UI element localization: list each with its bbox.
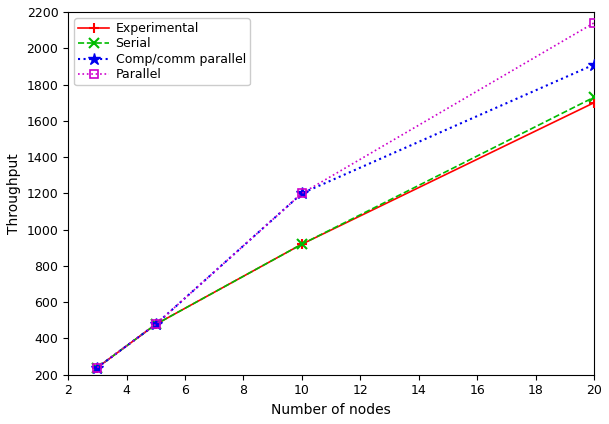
Line: Serial: Serial — [93, 92, 599, 372]
Parallel — [94, 365, 101, 370]
Y-axis label: Throughput: Throughput — [7, 153, 21, 234]
Serial — [591, 95, 598, 100]
Comp/comm parallel — [94, 365, 101, 370]
Serial — [94, 365, 101, 370]
Experimental — [591, 100, 598, 105]
Line: Comp/comm parallel: Comp/comm parallel — [91, 59, 600, 374]
Serial — [152, 322, 160, 327]
Comp/comm parallel — [152, 322, 160, 327]
Experimental — [298, 242, 306, 247]
Experimental — [94, 365, 101, 370]
Parallel — [152, 322, 160, 327]
X-axis label: Number of nodes: Number of nodes — [271, 403, 391, 417]
Comp/comm parallel — [298, 191, 306, 196]
Line: Parallel: Parallel — [93, 19, 598, 372]
Parallel — [591, 20, 598, 25]
Comp/comm parallel — [591, 62, 598, 67]
Serial — [298, 242, 306, 247]
Line: Experimental: Experimental — [93, 98, 599, 372]
Legend: Experimental, Serial, Comp/comm parallel, Parallel: Experimental, Serial, Comp/comm parallel… — [74, 18, 250, 85]
Parallel — [298, 191, 306, 196]
Experimental — [152, 322, 160, 327]
